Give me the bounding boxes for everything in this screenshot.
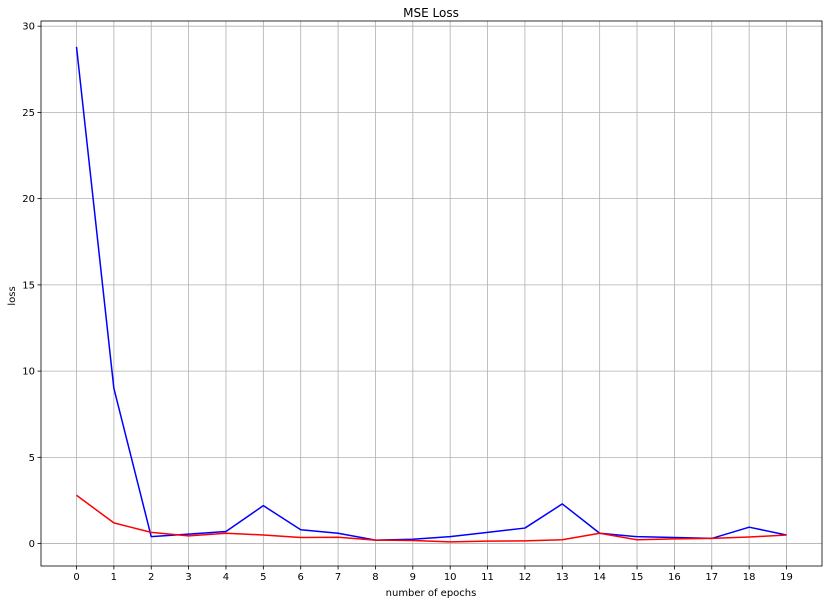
y-tick-label: 25	[22, 108, 35, 119]
y-tick-label: 10	[22, 367, 35, 378]
x-tick-label: 10	[444, 572, 457, 583]
y-tick-label: 0	[29, 539, 35, 550]
series-line-1	[75, 46, 787, 541]
y-tick-label: 15	[22, 280, 35, 291]
plot-area-frame	[40, 20, 823, 567]
y-tick-label: 20	[22, 194, 35, 205]
x-tick-label: 17	[705, 572, 718, 583]
series-layer	[75, 46, 787, 543]
x-tick-label: 14	[593, 572, 606, 583]
x-tick-label: 12	[519, 572, 532, 583]
x-axis-ticks: 0 1 2 3 4 5 6 7 8 9 10 11 12 13 14 15 16 17 18 19	[73, 566, 793, 583]
chart-title: MSE Loss	[403, 6, 459, 20]
x-tick-label: 6	[298, 572, 304, 583]
grid	[41, 21, 822, 566]
x-tick-label: 18	[743, 572, 756, 583]
x-tick-label: 0	[73, 572, 79, 583]
y-axis-ticks: 0 5 10 15 20 25 30	[22, 22, 41, 550]
x-tick-label: 16	[668, 572, 681, 583]
x-tick-label: 7	[335, 572, 341, 583]
x-tick-label: 2	[148, 572, 154, 583]
x-tick-label: 11	[481, 572, 494, 583]
x-tick-label: 15	[631, 572, 644, 583]
x-tick-label: 1	[111, 572, 117, 583]
y-tick-label: 30	[22, 22, 35, 33]
x-tick-label: 8	[372, 572, 378, 583]
x-tick-label: 3	[185, 572, 191, 583]
x-tick-label: 13	[556, 572, 569, 583]
y-tick-label: 5	[29, 453, 35, 464]
x-tick-label: 19	[780, 572, 793, 583]
x-tick-label: 5	[260, 572, 266, 583]
y-axis-label: loss	[7, 286, 18, 305]
x-axis-label: number of epochs	[386, 588, 477, 599]
series-line-2	[76, 494, 787, 543]
x-tick-label: 4	[223, 572, 229, 583]
x-tick-label: 9	[410, 572, 416, 583]
